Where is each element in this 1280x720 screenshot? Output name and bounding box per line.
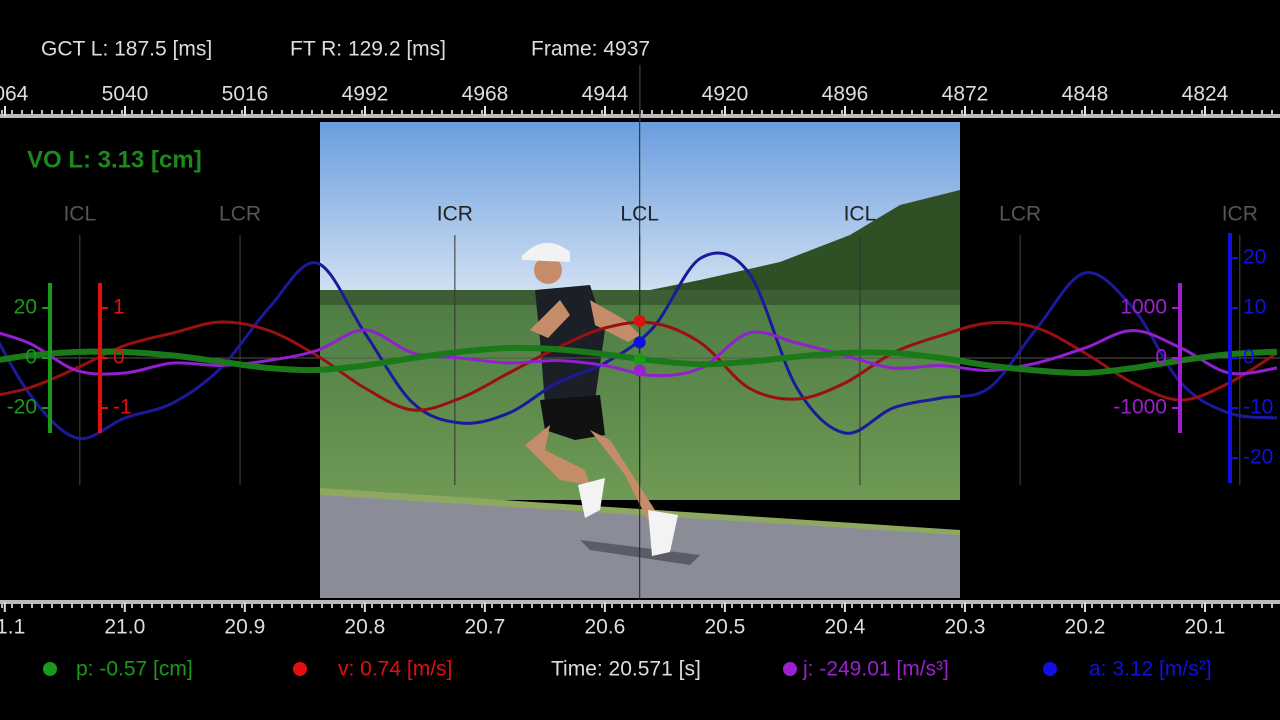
event-label: ICR: [437, 203, 473, 226]
y-tick-label: -20: [7, 396, 37, 419]
cursor-dot: [633, 364, 646, 377]
time-readout: Time: 20.571 [s]: [551, 658, 701, 681]
legend-dot: [783, 662, 797, 676]
curve-p: [0, 344, 1278, 377]
legend-dot: [1043, 662, 1057, 676]
ft-readout: FT R: 129.2 [ms]: [290, 38, 446, 61]
gct-readout: GCT L: 187.5 [ms]: [41, 38, 212, 61]
frame-tick-label: 5016: [222, 83, 269, 106]
runner: [522, 242, 700, 565]
frame-tick-label: 4920: [702, 83, 749, 106]
curve-j: [0, 328, 1278, 378]
time-tick-label: 20.9: [224, 616, 265, 639]
y-tick-label: 10: [1243, 296, 1266, 319]
event-label: LCR: [999, 203, 1041, 226]
y-tick-label: 0: [113, 346, 125, 369]
event-label: ICL: [63, 203, 96, 226]
vo-metric: VO L: 3.13 [cm]: [27, 146, 202, 173]
readout-v: v: 0.74 [m/s]: [338, 658, 452, 681]
y-tick-label: 1: [113, 296, 125, 319]
time-tick-label: 20.1: [1185, 616, 1226, 639]
bottom-ruler: [0, 600, 1280, 604]
y-tick-label: 20: [14, 296, 37, 319]
frame-tick-label: 4992: [342, 83, 389, 106]
event-label: ICL: [844, 203, 877, 226]
frame-readout: Frame: 4937: [531, 38, 650, 61]
frame-tick-label: 4896: [822, 83, 869, 106]
time-tick-label: 21.1: [0, 616, 25, 639]
frame-tick-label: 4944: [582, 83, 629, 106]
y-tick-label: -1: [113, 396, 132, 419]
cursor-dot: [633, 353, 646, 366]
time-tick-label: 20.2: [1065, 616, 1106, 639]
y-tick-label: 0: [1155, 346, 1167, 369]
time-tick-label: 20.3: [945, 616, 986, 639]
readout-a: a: 3.12 [m/s²]: [1089, 658, 1212, 681]
y-tick-label: 0: [1243, 346, 1255, 369]
legend-dot: [293, 662, 307, 676]
frame-tick-label: 4824: [1182, 83, 1229, 106]
y-tick-label: -1000: [1113, 396, 1167, 419]
y-tick-label: -20: [1243, 446, 1273, 469]
time-tick-label: 21.0: [104, 616, 145, 639]
time-tick-label: 20.4: [824, 616, 865, 639]
readout-j: j: -249.01 [m/s³]: [802, 658, 949, 681]
cursor-dot: [633, 315, 646, 327]
time-tick-label: 20.5: [704, 616, 745, 639]
y-tick-label: 1000: [1120, 296, 1167, 319]
legend-dot: [43, 662, 57, 676]
cursor-dot: [633, 336, 646, 349]
curve-v: [0, 320, 1278, 412]
y-tick-label: 20: [1243, 246, 1266, 269]
y-tick-label: -10: [1243, 396, 1273, 419]
frame-tick-label: 4872: [942, 83, 989, 106]
frame-tick-label: 5064: [0, 83, 29, 106]
readout-p: p: -0.57 [cm]: [76, 658, 193, 681]
frame-tick-label: 4848: [1062, 83, 1109, 106]
event-label: ICR: [1222, 203, 1258, 226]
time-tick-label: 20.6: [584, 616, 625, 639]
time-tick-label: 20.8: [344, 616, 385, 639]
event-label: LCR: [219, 203, 261, 226]
frame-tick-label: 5040: [102, 83, 149, 106]
y-tick-label: 0: [25, 346, 37, 369]
time-tick-label: 20.7: [464, 616, 505, 639]
frame-tick-label: 4968: [462, 83, 509, 106]
